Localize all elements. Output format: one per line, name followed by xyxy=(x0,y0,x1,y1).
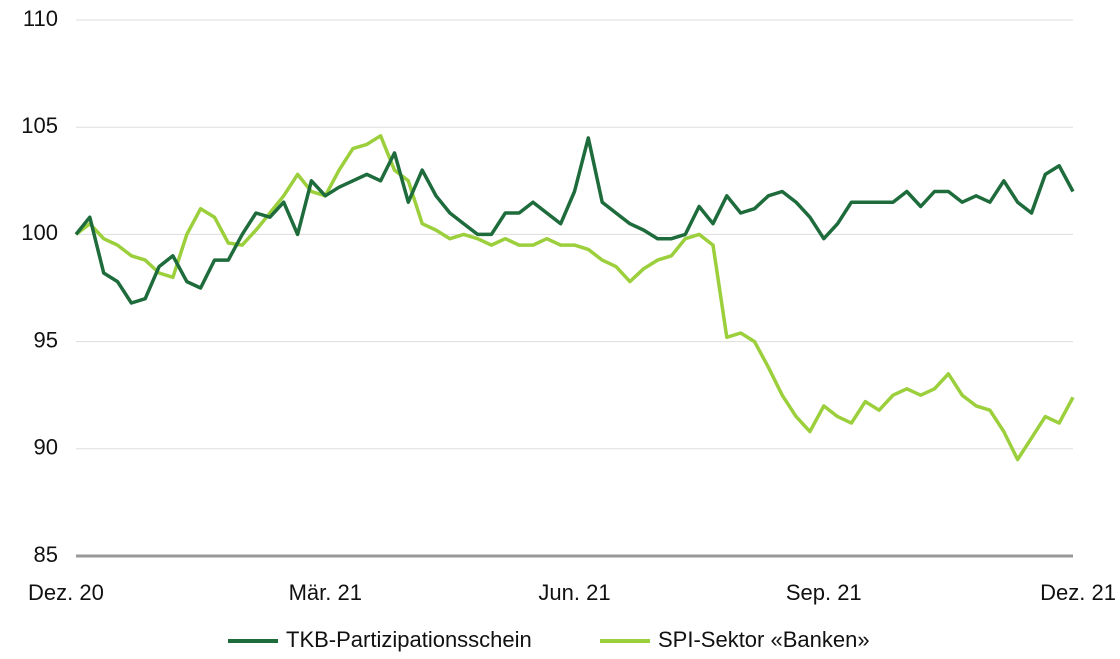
y-tick-label: 85 xyxy=(34,542,58,567)
legend-label: SPI-Sektor «Banken» xyxy=(658,627,870,652)
y-tick-label: 95 xyxy=(34,327,58,352)
y-tick-label: 105 xyxy=(21,113,58,138)
y-tick-label: 90 xyxy=(34,435,58,460)
x-tick-label: Dez. 21 xyxy=(1040,580,1116,605)
x-tick-label: Jun. 21 xyxy=(538,580,610,605)
x-tick-label: Dez. 20 xyxy=(28,580,104,605)
x-tick-label: Sep. 21 xyxy=(786,580,862,605)
series-line xyxy=(74,136,1075,305)
y-tick-label: 110 xyxy=(23,6,58,31)
y-tick-label: 100 xyxy=(21,220,58,245)
x-tick-label: Mär. 21 xyxy=(289,580,362,605)
legend-label: TKB-Partizipationsschein xyxy=(286,627,532,652)
series-line xyxy=(74,134,1075,462)
